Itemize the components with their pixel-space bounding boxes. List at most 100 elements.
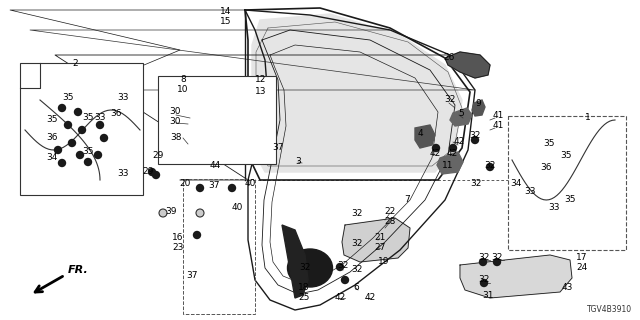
Text: 40: 40 [244,179,256,188]
Circle shape [479,259,486,266]
Text: 35: 35 [564,196,576,204]
Text: 16: 16 [172,233,184,242]
Text: 37: 37 [272,143,284,153]
Text: 38: 38 [170,133,182,142]
Circle shape [228,185,236,191]
Text: 29: 29 [142,167,154,177]
Text: 29: 29 [152,150,164,159]
Text: 33: 33 [117,169,129,178]
Circle shape [449,145,456,151]
Text: 33: 33 [94,114,106,123]
Text: 42: 42 [446,148,458,157]
FancyBboxPatch shape [508,116,626,250]
Text: 14: 14 [220,7,232,17]
Polygon shape [342,218,410,262]
Text: 32: 32 [351,239,363,249]
Polygon shape [450,108,472,126]
Text: 19: 19 [378,258,390,267]
Text: 13: 13 [255,86,267,95]
Text: 42: 42 [364,293,376,302]
Text: 11: 11 [442,161,454,170]
Text: 32: 32 [444,95,456,105]
Circle shape [100,134,108,141]
Text: 18: 18 [298,284,310,292]
Text: 35: 35 [83,114,93,123]
Text: 1: 1 [585,114,591,123]
Text: 36: 36 [46,133,58,142]
Text: FR.: FR. [68,265,89,275]
Circle shape [196,209,204,217]
Text: 32: 32 [351,209,363,218]
Polygon shape [460,255,572,298]
Circle shape [74,108,81,116]
Text: 34: 34 [510,179,522,188]
Text: 32: 32 [484,161,496,170]
Text: 36: 36 [110,108,122,117]
Text: 25: 25 [298,293,310,302]
Polygon shape [252,14,462,172]
Ellipse shape [287,249,333,287]
Text: 36: 36 [540,164,552,172]
Circle shape [58,159,65,166]
Circle shape [196,185,204,191]
Text: 20: 20 [179,179,191,188]
Text: TGV4B3910: TGV4B3910 [587,305,632,314]
Circle shape [84,158,92,165]
Text: 35: 35 [62,92,74,101]
Circle shape [433,145,440,151]
Text: 35: 35 [543,139,555,148]
Text: 37: 37 [208,180,220,189]
Text: 41: 41 [492,122,504,131]
Text: 33: 33 [117,92,129,101]
Text: 4: 4 [417,129,423,138]
Circle shape [472,137,479,143]
Text: 35: 35 [560,151,572,161]
Text: 27: 27 [374,244,386,252]
Text: 30: 30 [169,108,180,116]
Text: 22: 22 [385,207,396,217]
Circle shape [148,169,156,175]
Text: 15: 15 [220,18,232,27]
Text: 21: 21 [374,234,386,243]
Polygon shape [415,125,435,148]
Text: 33: 33 [548,204,560,212]
Circle shape [65,122,72,129]
Circle shape [68,140,76,147]
Circle shape [152,172,159,179]
Polygon shape [445,52,490,78]
Circle shape [97,122,104,129]
Text: 7: 7 [404,196,410,204]
Circle shape [77,151,83,158]
Text: 8: 8 [180,76,186,84]
Text: 3: 3 [295,157,301,166]
Text: 41: 41 [492,111,504,121]
Text: 44: 44 [209,162,221,171]
Text: 30: 30 [169,117,180,126]
Text: 32: 32 [478,253,490,262]
Text: 32: 32 [469,132,481,140]
Circle shape [486,164,493,171]
Text: 35: 35 [83,148,93,156]
Text: 32: 32 [300,263,310,273]
FancyBboxPatch shape [20,63,143,195]
Text: 34: 34 [46,154,58,163]
Circle shape [193,231,200,238]
Text: 32: 32 [351,266,363,275]
Circle shape [481,279,488,286]
Text: 32: 32 [478,276,490,284]
Circle shape [54,147,61,154]
Circle shape [95,151,102,158]
Text: 32: 32 [492,253,502,262]
Text: 26: 26 [444,52,454,61]
Text: 35: 35 [46,116,58,124]
Circle shape [79,126,86,133]
Text: 23: 23 [172,243,184,252]
Text: 9: 9 [475,99,481,108]
Text: 6: 6 [353,284,359,292]
Circle shape [342,276,349,284]
Polygon shape [472,100,485,116]
Text: 2: 2 [72,60,78,68]
Text: 43: 43 [561,284,573,292]
Text: 42: 42 [334,293,346,302]
FancyBboxPatch shape [158,76,276,164]
